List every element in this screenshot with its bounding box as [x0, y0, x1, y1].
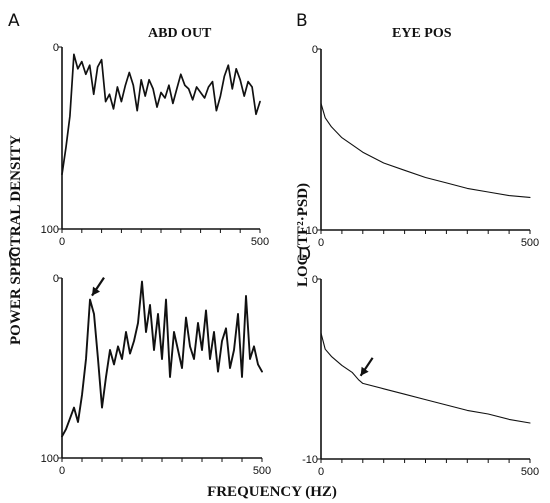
panel-d-arrow-head	[360, 366, 369, 376]
panel-letter-b: B	[296, 11, 308, 31]
panel-a-x-tick-label-min: 0	[59, 236, 65, 248]
panel-letter-d: D	[298, 245, 311, 265]
panel-c-arrow-head	[92, 286, 100, 296]
panel-d-y-tick-label-top: 0	[312, 274, 318, 286]
y-axis-title-right: LOG (TF²·PSD)	[295, 183, 311, 287]
panel-a-y-tick-label-bottom: 100	[41, 224, 59, 236]
panel-b-title: EYE POS	[392, 26, 452, 41]
panel-d-arrow-annotation	[359, 357, 374, 377]
panel-c-x-tick-label-max: 500	[253, 465, 271, 477]
panel-d-y-tick-label-bottom: -10	[302, 454, 318, 466]
panel-a-x-tick-label-max: 500	[251, 236, 269, 248]
panel-letter-a: A	[8, 11, 20, 31]
panel-b-y-tick-label-top: 0	[312, 44, 318, 56]
panel-c-arrow-annotation	[91, 276, 105, 297]
panel-letter-c: C	[8, 245, 20, 265]
panel-a-y-tick-label-top: 0	[53, 42, 59, 54]
x-axis-title: FREQUENCY (HZ)	[207, 484, 337, 500]
panel-b-y-tick-label-bottom: -10	[302, 225, 318, 237]
panel-c-series-line	[61, 280, 263, 438]
panel-c-y-tick-label-bottom: 100	[41, 453, 59, 465]
panel-b-x-tick-label-max: 500	[521, 237, 539, 249]
panel-d-x-tick-label-min: 0	[318, 466, 324, 478]
panel-d-x-tick-label-max: 500	[521, 466, 539, 478]
panel-b-series-line	[320, 102, 531, 198]
y-axis-title-left: POWER SPECTRAL DENSITY	[8, 135, 24, 345]
panel-a-series-line	[61, 53, 261, 176]
panel-c-x-tick-label-min: 0	[59, 465, 65, 477]
panel-a-title: ABD OUT	[148, 26, 212, 41]
panel-d-series-line	[320, 332, 531, 424]
panel-b-x-tick-label-min: 0	[318, 237, 324, 249]
panel-c-y-tick-label-top: 0	[53, 273, 59, 285]
